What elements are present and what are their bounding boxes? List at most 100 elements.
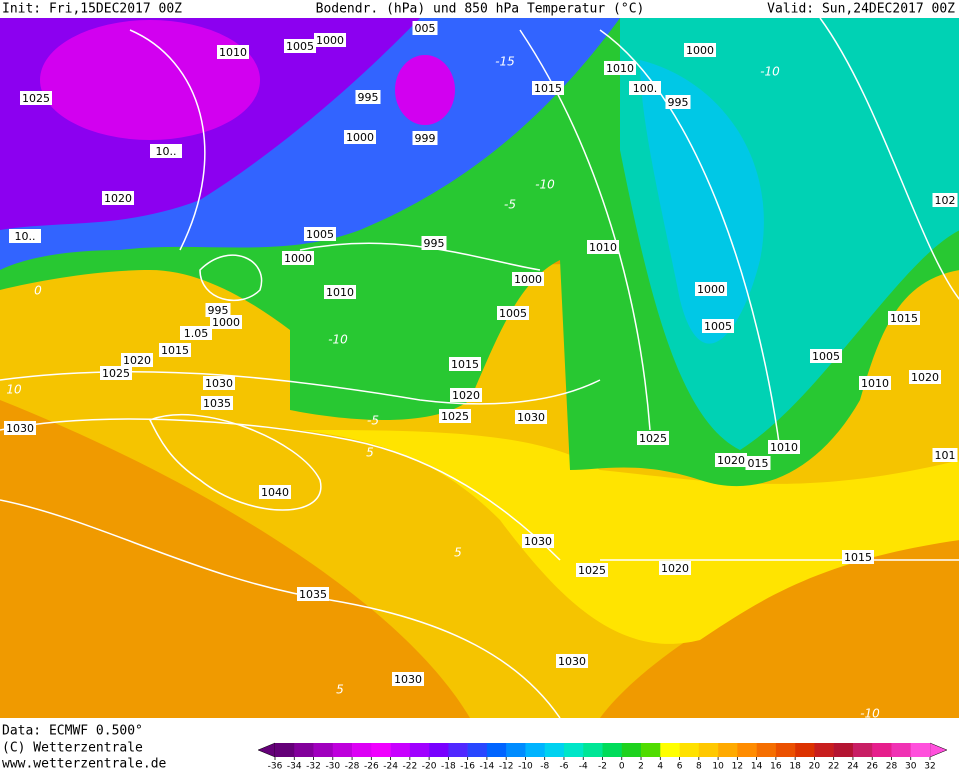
colorbar-tick-label: -12 bbox=[499, 762, 514, 771]
isobar-label-box bbox=[932, 448, 958, 462]
colorbar-segment bbox=[641, 743, 661, 757]
isobar-label-box bbox=[684, 43, 716, 57]
colorbar-segment bbox=[544, 743, 565, 757]
colorbar-tick-label: 14 bbox=[751, 762, 763, 771]
temperature-label: -10 bbox=[760, 65, 780, 79]
isobar-label-box bbox=[888, 311, 920, 325]
isobar-label-box bbox=[604, 61, 636, 75]
colorbar-segment bbox=[275, 743, 295, 757]
isobar-label: 10.. bbox=[15, 230, 36, 243]
isobar-label: 1010 bbox=[861, 377, 889, 390]
isobar-label-box bbox=[20, 91, 52, 105]
colorbar-segment bbox=[660, 743, 680, 757]
isobar-label: 1025 bbox=[102, 367, 130, 380]
isobar-label: 1010 bbox=[219, 46, 247, 59]
isobar-label: 1010 bbox=[589, 241, 617, 254]
isobar-label-box bbox=[4, 421, 36, 435]
isobar-label: 1000 bbox=[697, 283, 725, 296]
colorbar-segment bbox=[506, 743, 526, 757]
colorbar-segment bbox=[852, 743, 873, 757]
isobar-label-box bbox=[745, 456, 771, 470]
isobar-label-box bbox=[102, 191, 134, 205]
isobar-label: 1015 bbox=[451, 358, 479, 371]
copyright: (C) Wetterzentrale bbox=[2, 741, 143, 756]
colorbar-segment bbox=[313, 743, 334, 757]
isobar-label-box bbox=[439, 409, 471, 423]
isobar-label: 1030 bbox=[558, 655, 586, 668]
isobar-label-box bbox=[515, 410, 547, 424]
isobar-label-box bbox=[576, 563, 608, 577]
isobar-label-box bbox=[304, 227, 336, 241]
isobar-label: 005 bbox=[415, 22, 436, 35]
isobar-label: 1005 bbox=[704, 320, 732, 333]
temperature-label: 10 bbox=[6, 383, 22, 397]
isobar-label: 995 bbox=[358, 91, 379, 104]
temperature-label: 0 bbox=[34, 284, 42, 298]
isobar-label-box bbox=[150, 144, 182, 158]
isobar-label: 1015 bbox=[890, 312, 918, 325]
isobar-label: 1025 bbox=[578, 564, 606, 577]
isobar-label-box bbox=[450, 388, 482, 402]
colorbar-tick-label: 26 bbox=[866, 762, 878, 771]
colorbar-tick-label: 12 bbox=[732, 762, 743, 771]
isobar-label: 1000 bbox=[514, 273, 542, 286]
isobar-label: 1005 bbox=[812, 350, 840, 363]
isobar-label-box bbox=[859, 376, 891, 390]
colorbar-tick-label: -2 bbox=[598, 762, 607, 771]
temperature-label: -5 bbox=[504, 198, 516, 212]
temperature-label: -5 bbox=[367, 414, 379, 428]
isobar-label: 101 bbox=[935, 449, 956, 462]
isobar-label: 1030 bbox=[205, 377, 233, 390]
colorbar-tick-label: 10 bbox=[712, 762, 724, 771]
temperature-label: 5 bbox=[454, 546, 462, 560]
colorbar-segment bbox=[448, 743, 468, 757]
isobar-label-box bbox=[715, 453, 747, 467]
colorbar-tick-label: 6 bbox=[677, 762, 683, 771]
isobar-label-box bbox=[512, 272, 544, 286]
colorbar-segment bbox=[371, 743, 391, 757]
website: www.wetterzentrale.de bbox=[2, 757, 167, 771]
isobar-label-box bbox=[210, 315, 242, 329]
init-time: Init: Fri,15DEC2017 00Z bbox=[2, 2, 182, 17]
colorbar-segment bbox=[390, 743, 411, 757]
colorbar-segment bbox=[756, 743, 777, 757]
colorbar-segment bbox=[698, 743, 719, 757]
isobar-label: 1020 bbox=[717, 454, 745, 467]
colorbar-tick-label: -14 bbox=[480, 762, 495, 771]
colorbar-segment bbox=[583, 743, 603, 757]
temperature-label: 5 bbox=[336, 683, 344, 697]
isobar-label-box bbox=[201, 396, 233, 410]
colorbar-tick-label: -4 bbox=[579, 762, 588, 771]
isobar-label: 1020 bbox=[123, 354, 151, 367]
isobar-label: 1010 bbox=[326, 286, 354, 299]
colorbar-segment bbox=[621, 743, 642, 757]
isobar-label: 1025 bbox=[441, 410, 469, 423]
isobar-label: 1035 bbox=[203, 397, 231, 410]
temperature-label: 5 bbox=[366, 446, 374, 460]
isobar-label-box bbox=[909, 370, 941, 384]
frigid-core bbox=[395, 55, 455, 125]
isobar-label: 100. bbox=[633, 82, 658, 95]
isobar-label-box bbox=[100, 366, 132, 380]
colorbar-segment bbox=[467, 743, 488, 757]
isobar-label-box bbox=[629, 81, 661, 95]
isobar-label-box bbox=[665, 95, 691, 109]
isobar-label: 1020 bbox=[104, 192, 132, 205]
colorbar-tick-label: -34 bbox=[287, 762, 302, 771]
isobar-label-box bbox=[203, 376, 235, 390]
isobar-label: 1020 bbox=[661, 562, 689, 575]
colorbar-segment bbox=[525, 743, 546, 757]
colorbar-tick-label: 18 bbox=[789, 762, 801, 771]
colorbar-tick-label: -36 bbox=[268, 762, 283, 771]
colorbar-tick-label: -6 bbox=[559, 762, 568, 771]
isobar-label-box bbox=[421, 236, 447, 250]
isobar-label-box bbox=[659, 561, 691, 575]
isobar-label-box bbox=[932, 193, 958, 207]
colorbar-segment bbox=[486, 743, 507, 757]
valid-time: Valid: Sun,24DEC2017 00Z bbox=[767, 2, 955, 17]
isobar-label-box bbox=[810, 349, 842, 363]
colorbar-segment bbox=[814, 743, 834, 757]
colorbar-segment bbox=[891, 743, 912, 757]
colorbar-segment bbox=[352, 743, 372, 757]
